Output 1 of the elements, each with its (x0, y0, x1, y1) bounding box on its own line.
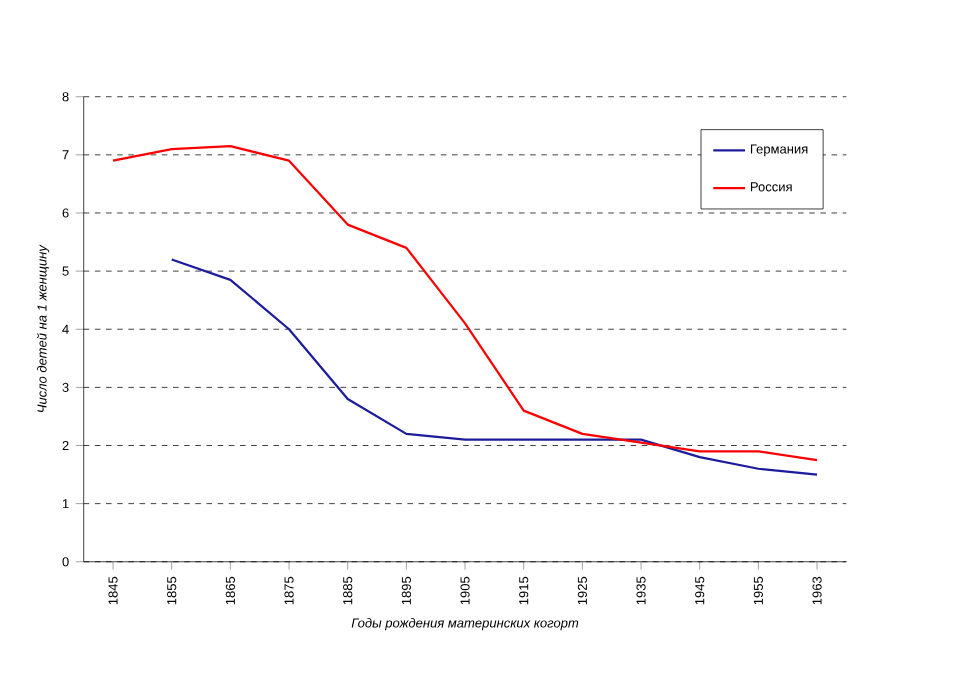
line-series (111, 145, 819, 462)
